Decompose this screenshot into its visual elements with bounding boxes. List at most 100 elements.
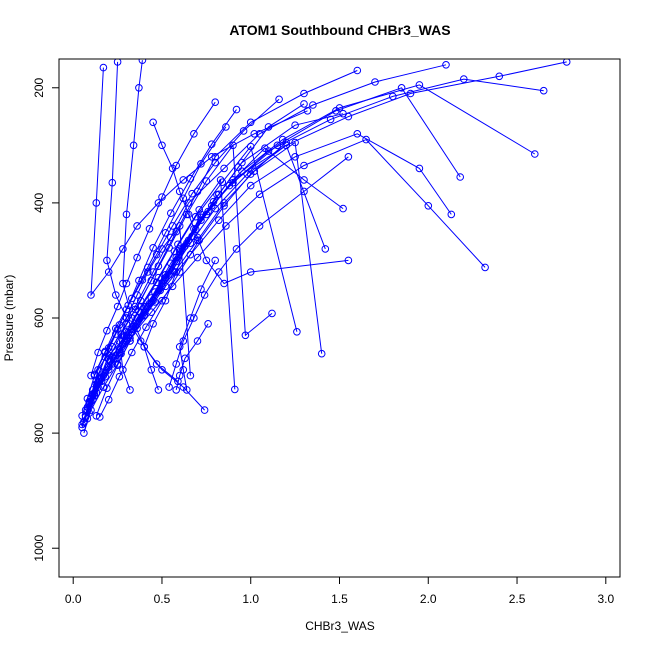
data-point xyxy=(202,256,211,265)
y-tick-label: 600 xyxy=(32,308,46,328)
data-point xyxy=(211,204,219,213)
data-point xyxy=(209,197,218,206)
series-line xyxy=(175,323,209,391)
series-line xyxy=(168,156,349,388)
data-point xyxy=(442,61,450,69)
data-point xyxy=(170,247,179,255)
data-point xyxy=(133,324,141,333)
plot-layer xyxy=(78,59,571,437)
data-point xyxy=(222,222,230,230)
data-point xyxy=(291,153,299,161)
data-point xyxy=(119,366,127,374)
series-line xyxy=(88,143,273,402)
x-tick-label: 2.0 xyxy=(420,592,437,606)
data-point xyxy=(353,130,362,138)
data-point xyxy=(154,262,163,271)
data-point xyxy=(113,59,122,66)
data-point xyxy=(300,187,308,196)
data-point xyxy=(188,189,196,198)
data-point xyxy=(184,210,193,219)
y-axis-title: Pressure (mbar) xyxy=(2,275,16,362)
data-point xyxy=(261,144,269,152)
series-line xyxy=(85,70,358,411)
data-point xyxy=(344,153,353,161)
data-point xyxy=(562,59,571,66)
data-point xyxy=(250,130,259,138)
x-axis: 0.0 0.5 1.0 1.5 2.0 2.5 3.0 xyxy=(65,576,614,606)
data-point xyxy=(200,291,209,299)
data-point xyxy=(140,343,148,351)
data-point xyxy=(80,429,88,437)
series-31 xyxy=(175,256,219,394)
data-point xyxy=(291,121,299,129)
data-point xyxy=(216,176,225,184)
series-line xyxy=(122,60,205,411)
data-point xyxy=(149,320,157,328)
data-point xyxy=(326,115,335,124)
data-point xyxy=(135,307,143,315)
data-point xyxy=(87,371,95,380)
series-29 xyxy=(140,210,205,394)
data-point xyxy=(232,245,241,253)
data-point xyxy=(447,210,456,219)
data-point xyxy=(246,181,255,190)
data-point xyxy=(154,199,163,207)
series-28 xyxy=(115,222,195,394)
data-point xyxy=(220,164,228,173)
data-point xyxy=(158,245,166,253)
data-point xyxy=(415,164,424,173)
data-point xyxy=(481,263,489,272)
data-point xyxy=(108,353,117,361)
data-point xyxy=(172,268,180,276)
data-point xyxy=(104,395,113,404)
data-point xyxy=(246,170,255,178)
series-line xyxy=(90,101,216,376)
data-point xyxy=(195,206,203,214)
series-26 xyxy=(149,118,353,288)
data-point xyxy=(200,406,209,414)
x-tick-label: 0.0 xyxy=(65,592,82,606)
data-point xyxy=(90,370,99,379)
data-point xyxy=(207,153,216,161)
series-line xyxy=(81,109,237,425)
series-line xyxy=(118,224,191,391)
data-point xyxy=(158,366,166,374)
series-18 xyxy=(78,105,241,429)
data-point xyxy=(339,204,347,213)
data-point xyxy=(138,59,147,64)
data-point xyxy=(186,174,195,183)
data-point xyxy=(175,343,184,351)
data-point xyxy=(101,347,109,356)
data-point xyxy=(193,233,202,242)
data-point xyxy=(168,164,177,173)
data-point xyxy=(282,138,291,147)
data-point xyxy=(246,268,255,276)
data-point xyxy=(193,253,202,262)
data-point xyxy=(149,118,157,127)
x-tick-label: 3.0 xyxy=(597,592,614,606)
data-point xyxy=(406,89,415,98)
data-point xyxy=(220,279,228,288)
data-point xyxy=(186,371,195,380)
data-point xyxy=(103,256,111,265)
data-point xyxy=(204,320,212,328)
data-point xyxy=(300,176,308,184)
data-point xyxy=(85,399,93,408)
data-point xyxy=(273,141,282,150)
series-line xyxy=(90,67,308,297)
data-point xyxy=(149,244,157,252)
data-point xyxy=(234,163,243,171)
data-point xyxy=(92,199,101,207)
data-point xyxy=(126,386,134,394)
data-point xyxy=(133,222,141,230)
data-point xyxy=(147,366,156,374)
chart-title: ATOM1 Southbound CHBr3_WAS xyxy=(229,22,450,38)
data-point xyxy=(197,210,205,219)
data-point xyxy=(495,72,504,81)
data-point xyxy=(231,385,239,394)
data-point xyxy=(213,191,221,199)
y-tick-label: 400 xyxy=(32,193,46,213)
data-point xyxy=(300,161,308,170)
